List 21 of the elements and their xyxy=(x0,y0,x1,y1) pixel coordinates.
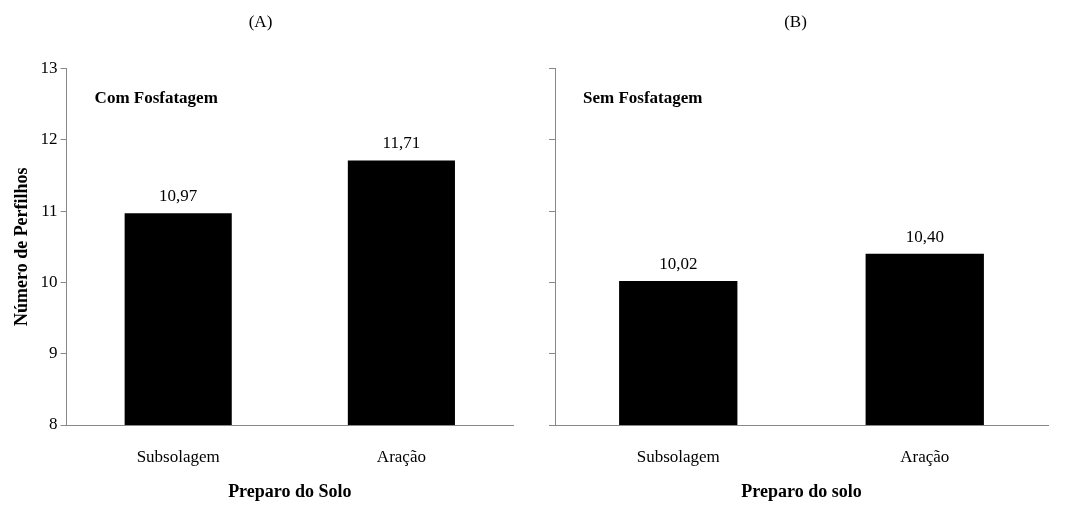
x-tick-label: Subsolagem xyxy=(636,446,720,466)
data-label: 11,71 xyxy=(382,133,421,153)
y-tick-label: 10 xyxy=(40,271,58,291)
x-tick-label: Subsolagem xyxy=(136,446,220,466)
data-label: 10,97 xyxy=(159,186,198,206)
chart-title: (A) xyxy=(248,11,273,31)
x-tick-label: Aração xyxy=(376,446,426,466)
y-tick-label: 8 xyxy=(49,414,58,434)
text: Com Fosfatagem xyxy=(94,88,218,108)
x-axis-title: Preparo do solo xyxy=(741,480,862,501)
y-tick-label: 9 xyxy=(49,343,58,363)
y-tick-label: 13 xyxy=(40,57,58,77)
y-tick-label: 12 xyxy=(40,129,58,149)
data-label: 10,02 xyxy=(659,253,698,273)
chart-title: (B) xyxy=(784,11,807,31)
x-axis-title: Preparo do Solo xyxy=(228,480,352,501)
y-tick-label: 11 xyxy=(41,200,58,220)
x-tick-label: Aração xyxy=(900,446,950,466)
text: Sem Fosfatagem xyxy=(583,88,703,108)
data-label: 10,40 xyxy=(905,226,944,246)
y-axis-title: Número de Perfilhos xyxy=(11,167,32,327)
